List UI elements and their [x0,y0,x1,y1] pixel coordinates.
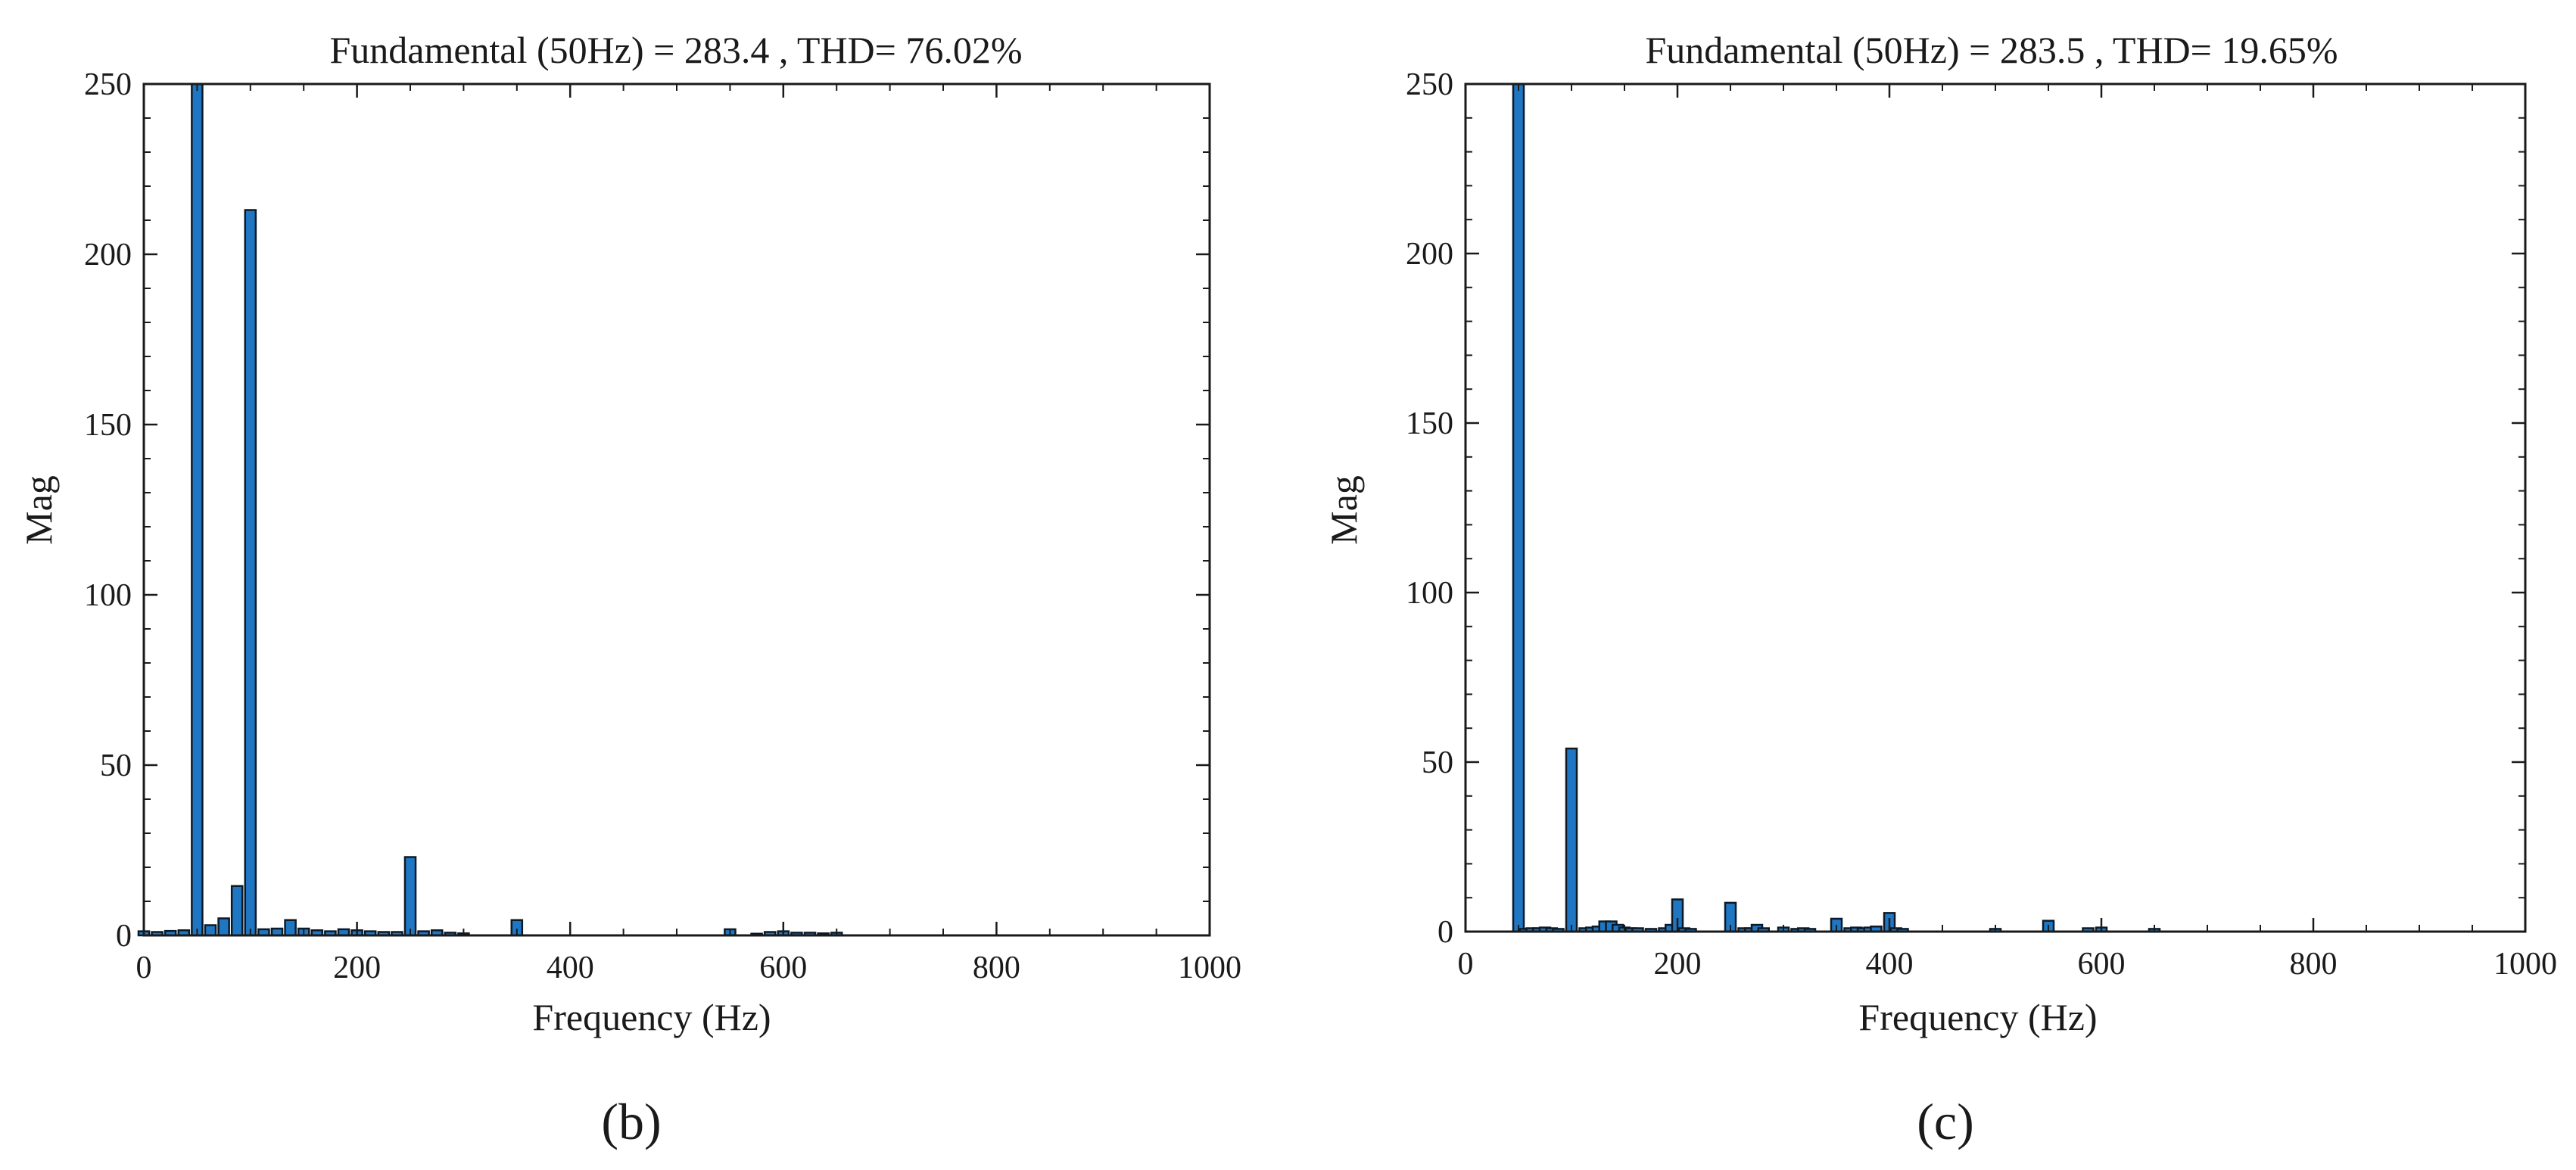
x-tick-label: 800 [2290,947,2338,982]
panel-label: (b) [601,1093,661,1150]
x-tick-label: 0 [136,951,152,985]
x-tick-label: 200 [333,951,381,985]
y-axis-label: Mag [1322,475,1365,545]
y-tick-label: 200 [84,238,132,272]
bar [230,885,244,937]
x-tick-label: 400 [1866,947,1914,982]
bar [1565,747,1578,933]
y-tick-label: 100 [84,578,132,613]
chart-title: Fundamental (50Hz) = 283.4 , THD= 76.02% [329,29,1022,71]
chart-panel-c: Fundamental (50Hz) = 283.5 , THD= 19.65%… [1322,29,2557,1150]
y-axis-label: Mag [17,475,60,545]
y-tick-label: 50 [1422,745,1453,780]
x-tick-label: 1000 [1178,951,1241,985]
chart-title: Fundamental (50Hz) = 283.5 , THD= 19.65% [1645,29,2338,71]
chart-panel-b: Fundamental (50Hz) = 283.4 , THD= 76.02%… [17,29,1241,1150]
bar [244,209,257,937]
y-tick-label: 250 [1406,67,1453,102]
y-tick-label: 100 [1406,576,1453,611]
y-tick-label: 0 [116,919,132,954]
y-tick-label: 200 [1406,237,1453,272]
x-tick-label: 600 [2078,947,2126,982]
y-tick-label: 50 [100,748,132,783]
x-tick-label: 600 [759,951,807,985]
x-axis-label: Frequency (Hz) [1858,996,2097,1038]
bar [284,919,297,937]
x-tick-label: 0 [1458,947,1474,982]
bar [1512,82,1525,933]
x-tick-label: 800 [973,951,1020,985]
y-tick-label: 250 [84,67,132,102]
bar [191,82,204,937]
plot-frame [142,82,1211,937]
panel-label: (c) [1917,1093,1973,1150]
plot-area: 0 50 100 150 200 250 0 200 400 600 800 1000 [1406,67,2557,982]
y-tick-label: 150 [84,408,132,443]
x-axis-label: Frequency (Hz) [532,996,771,1038]
bar [403,856,417,937]
plot-frame [1464,82,2527,933]
bar [217,917,230,937]
x-tick-label: 200 [1654,947,1702,982]
x-tick-label: 400 [547,951,594,985]
x-tick-label: 1000 [2493,947,2557,982]
y-tick-label: 0 [1438,915,1453,950]
y-tick-label: 150 [1406,406,1453,441]
plot-area: 0 50 100 150 200 250 0 200 400 600 800 1000 [84,67,1241,985]
bar [204,924,217,937]
